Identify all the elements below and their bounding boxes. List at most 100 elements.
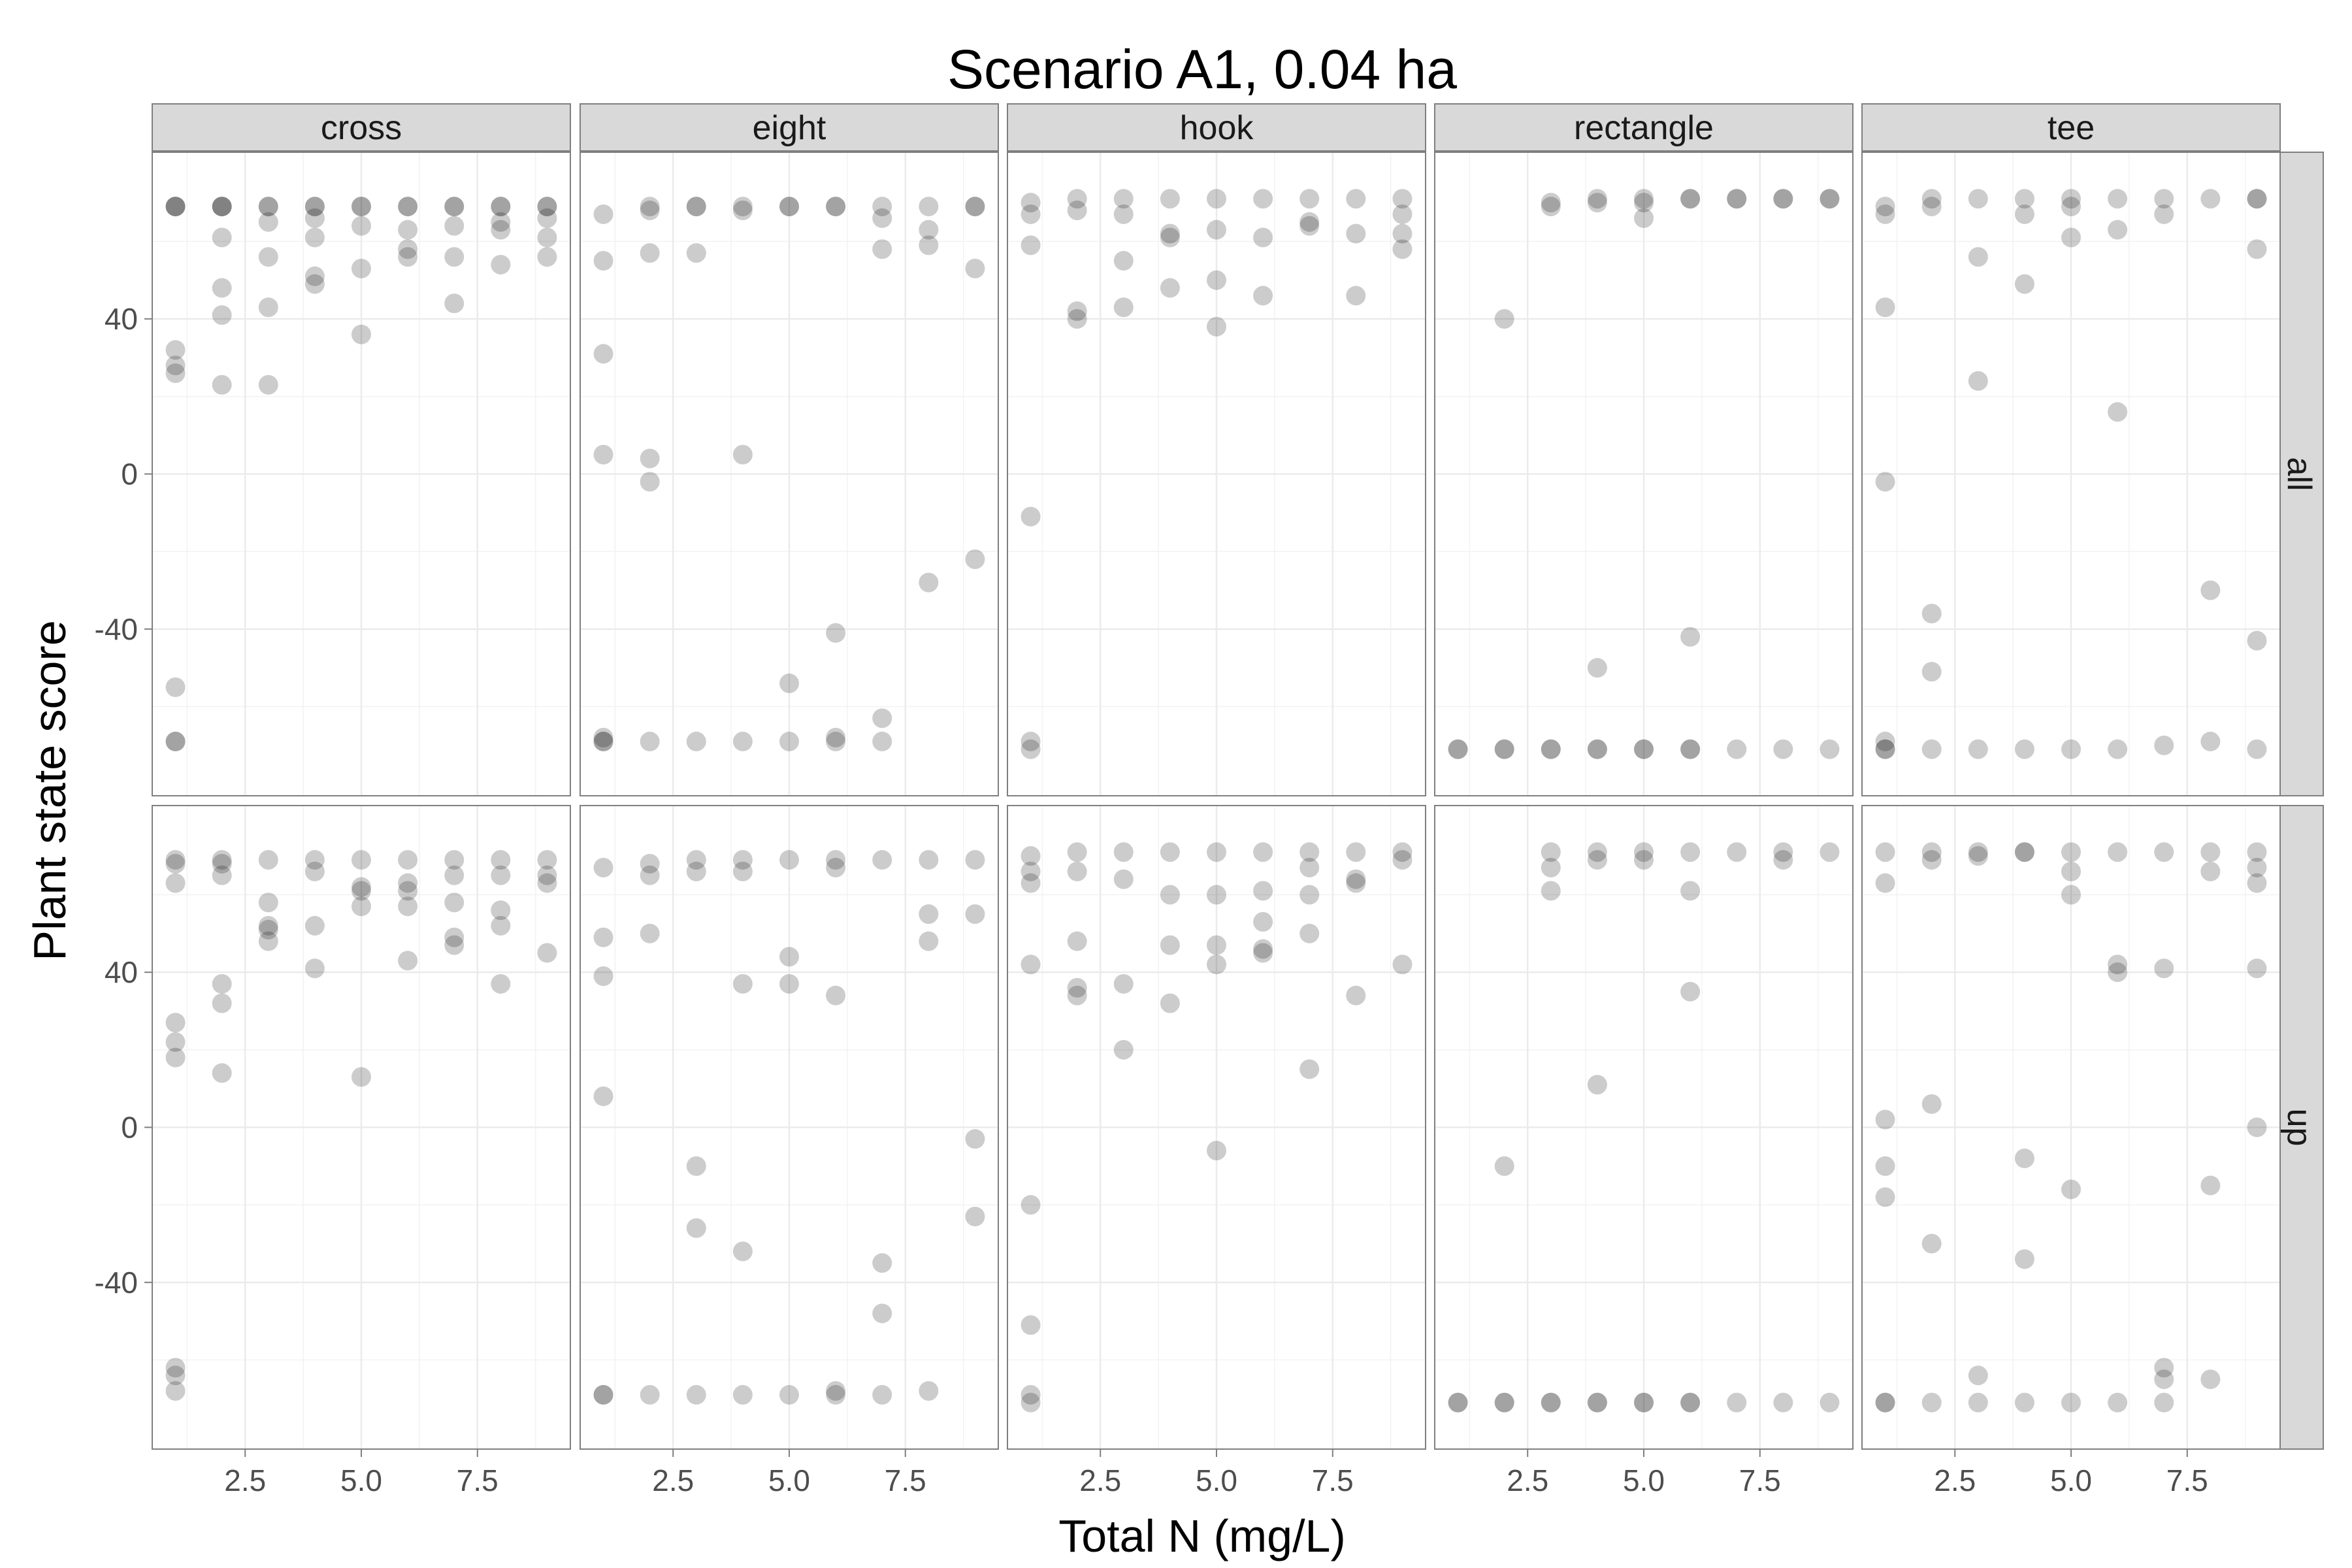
data-point [732, 197, 753, 217]
data-point [165, 1358, 186, 1378]
data-point [1299, 189, 1320, 209]
data-point [1680, 842, 1701, 862]
data-point [2061, 197, 2081, 217]
data-point [1021, 1384, 1041, 1405]
x-tick-label: 5.0 [1196, 1463, 1237, 1497]
data-point [593, 344, 613, 364]
data-point [2108, 842, 2128, 862]
data-point [1021, 731, 1041, 751]
data-point [686, 243, 706, 263]
data-point [1541, 842, 1561, 862]
data-point [779, 197, 799, 217]
data-point [919, 197, 939, 217]
data-point [491, 865, 511, 885]
data-point [686, 197, 706, 217]
data-point [1067, 301, 1087, 321]
data-point [1968, 189, 1988, 209]
data-point [1587, 1075, 1607, 1095]
facet-strip-eight [580, 103, 999, 152]
data-point [212, 1063, 232, 1083]
data-point [1921, 850, 1942, 870]
x-axis-title: Total N (mg/L) [1058, 1511, 1346, 1561]
data-point [444, 197, 465, 217]
data-point [919, 235, 939, 255]
data-point [1634, 1392, 1654, 1413]
facet-strip-tee [1861, 103, 2281, 152]
data-point [1207, 955, 1226, 975]
data-point [165, 340, 186, 360]
data-point [1680, 881, 1701, 901]
data-point [1727, 739, 1747, 759]
data-point [640, 201, 660, 221]
data-point [2014, 274, 2034, 294]
data-point [1773, 842, 1793, 862]
data-point [1160, 842, 1180, 862]
data-point [212, 375, 232, 395]
x-tick-label: 2.5 [1507, 1463, 1548, 1497]
data-point [872, 850, 892, 870]
data-point [1773, 1392, 1793, 1413]
data-point [304, 197, 325, 217]
x-tick-label: 7.5 [2166, 1463, 2208, 1497]
panel-rectangle-up [1434, 805, 1854, 1450]
data-point [351, 324, 371, 344]
data-point [1494, 309, 1514, 329]
data-point [2014, 842, 2034, 862]
data-point [1253, 189, 1273, 209]
data-point [1634, 739, 1654, 759]
data-point [491, 850, 511, 870]
data-point [1160, 223, 1180, 244]
data-point [779, 731, 799, 751]
data-point [826, 1384, 846, 1405]
data-point [1299, 857, 1320, 877]
data-point [258, 197, 278, 217]
data-point [2154, 842, 2174, 862]
data-point [1299, 1059, 1320, 1079]
data-point [2200, 861, 2221, 881]
data-point [351, 1067, 371, 1087]
data-point [1021, 193, 1041, 213]
data-point [1875, 842, 1895, 862]
data-point [304, 958, 325, 979]
panel-rectangle-all [1434, 152, 1854, 796]
data-point [732, 201, 753, 221]
data-point [779, 973, 799, 994]
data-point [1299, 216, 1320, 236]
data-point [1392, 189, 1413, 209]
data-point [444, 935, 465, 955]
data-point [1448, 1392, 1468, 1413]
data-point [165, 677, 186, 697]
data-point [2108, 220, 2128, 240]
x-tick-label: 7.5 [457, 1463, 498, 1497]
data-point [165, 854, 186, 874]
data-point [640, 472, 660, 492]
data-point [1875, 873, 1895, 893]
data-point [1680, 1392, 1701, 1413]
data-point [2108, 962, 2128, 983]
data-point [1921, 197, 1942, 217]
data-point [1875, 472, 1895, 492]
data-point [2247, 842, 2267, 862]
y-tick-label: 0 [121, 457, 138, 491]
data-point [640, 731, 660, 751]
data-point [1021, 873, 1041, 893]
data-point [1392, 842, 1413, 862]
data-point [826, 1380, 846, 1401]
data-point [1067, 985, 1087, 1005]
data-point [1299, 885, 1320, 905]
facet-strip-label-all: all [2280, 457, 2318, 491]
data-point [2108, 1392, 2128, 1413]
data-point [444, 927, 465, 947]
data-point [444, 865, 465, 885]
data-point [2061, 842, 2081, 862]
data-point [1448, 739, 1468, 759]
data-point [1875, 197, 1895, 217]
data-point [640, 243, 660, 263]
data-point [1346, 842, 1366, 862]
data-point [398, 247, 418, 267]
data-point [686, 1156, 706, 1176]
data-point [686, 1384, 706, 1405]
data-point [1067, 201, 1087, 221]
facet-strip-label-up: up [2280, 1109, 2318, 1147]
x-tick-label: 5.0 [1623, 1463, 1665, 1497]
